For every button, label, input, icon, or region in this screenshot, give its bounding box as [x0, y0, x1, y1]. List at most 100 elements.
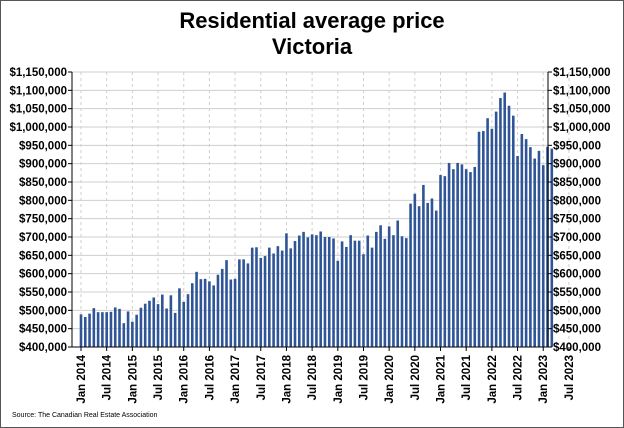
bar	[357, 240, 361, 347]
y-tick-label-right: $700,000	[553, 232, 601, 244]
y-tick-label-left: $600,000	[19, 269, 67, 281]
bar	[165, 308, 168, 347]
bar	[392, 235, 395, 347]
bar	[79, 314, 83, 347]
bar	[109, 311, 113, 347]
bar	[156, 304, 160, 347]
x-tick-label: Jul 2021	[461, 354, 473, 400]
bar	[289, 248, 293, 347]
bar	[336, 260, 340, 347]
bar	[529, 147, 532, 347]
bar	[362, 254, 365, 347]
bar	[396, 220, 400, 347]
y-tick-label-left: $900,000	[19, 159, 67, 171]
bar	[511, 115, 515, 347]
bar	[250, 247, 254, 347]
bar	[323, 237, 327, 347]
bar	[439, 175, 442, 347]
bar	[113, 307, 117, 347]
bar	[456, 162, 459, 347]
x-tick-label: Jan 2014	[76, 354, 88, 403]
bar	[259, 257, 263, 347]
bar	[212, 285, 215, 347]
x-tick-label: Jan 2015	[127, 354, 139, 403]
y-tick-label-right: $1,000,000	[553, 122, 611, 134]
y-tick-label-left: $450,000	[19, 324, 67, 336]
bar	[387, 226, 391, 347]
x-tick-label: Jul 2014	[102, 354, 114, 400]
bar	[477, 131, 481, 347]
x-tick-label: Jul 2018	[307, 354, 319, 400]
bar	[550, 148, 554, 347]
y-tick-label-right: $800,000	[553, 195, 601, 207]
y-tick-label-left: $950,000	[19, 140, 67, 152]
chart-title: Residential average price	[179, 8, 444, 33]
chart-subtitle: Victoria	[272, 34, 353, 59]
y-tick-label-right: $950,000	[553, 140, 601, 152]
bar	[126, 311, 130, 347]
bar	[345, 246, 348, 347]
bar	[135, 314, 138, 347]
bar	[417, 206, 421, 347]
y-tick-label-left: $650,000	[19, 250, 67, 262]
y-tick-label-right: $850,000	[553, 177, 601, 189]
bar	[319, 231, 322, 347]
bar	[494, 111, 498, 347]
bar	[375, 231, 378, 347]
bar	[255, 247, 258, 347]
y-tick-label-right: $1,050,000	[553, 104, 611, 116]
bar	[178, 288, 181, 347]
x-tick-label: Jul 2017	[256, 355, 268, 400]
bar	[208, 281, 211, 347]
bar	[533, 158, 536, 347]
bar	[434, 210, 438, 347]
bar	[152, 297, 156, 347]
bar	[263, 256, 267, 347]
bar	[426, 202, 429, 347]
bar	[302, 231, 305, 347]
y-tick-label-right: $500,000	[553, 305, 601, 317]
bar	[340, 241, 344, 347]
bar	[422, 184, 425, 347]
bar	[404, 238, 408, 347]
bar	[486, 118, 489, 347]
x-tick-label: Jul 2016	[204, 355, 216, 400]
x-tick-label: Jan 2022	[487, 355, 499, 404]
bar	[92, 308, 96, 347]
y-tick-label-left: $1,050,000	[9, 104, 67, 116]
bar	[122, 323, 126, 347]
y-tick-label-left: $500,000	[19, 305, 67, 317]
bar	[88, 313, 91, 347]
y-tick-label-right: $1,150,000	[553, 67, 611, 79]
x-tick-label: Jan 2023	[538, 355, 550, 404]
bar	[96, 312, 100, 347]
bar	[447, 162, 451, 347]
x-tick-label: Jan 2017	[230, 355, 242, 404]
bar	[280, 250, 284, 347]
bar	[229, 279, 233, 347]
bar	[190, 283, 194, 347]
bar	[482, 131, 485, 347]
bar	[233, 278, 237, 347]
bar	[131, 321, 134, 347]
bar	[242, 259, 245, 347]
x-tick-label: Jan 2016	[179, 355, 191, 404]
bar	[499, 98, 502, 348]
bar	[490, 128, 494, 347]
y-tick-label-right: $650,000	[553, 250, 601, 262]
bar	[238, 259, 241, 347]
bar	[327, 237, 331, 347]
y-tick-label-right: $550,000	[553, 287, 601, 299]
bar	[83, 316, 87, 347]
x-tick-label: Jan 2018	[281, 354, 293, 403]
bar	[443, 176, 447, 347]
bar	[541, 165, 545, 347]
bar	[186, 294, 190, 347]
x-tick-label: Jan 2020	[384, 355, 396, 404]
x-tick-label: Jan 2021	[436, 354, 448, 403]
bar	[452, 169, 455, 347]
bar	[203, 278, 207, 347]
bar	[182, 301, 186, 347]
y-tick-label-right: $900,000	[553, 159, 601, 171]
x-tick-label: Jul 2015	[153, 354, 165, 400]
